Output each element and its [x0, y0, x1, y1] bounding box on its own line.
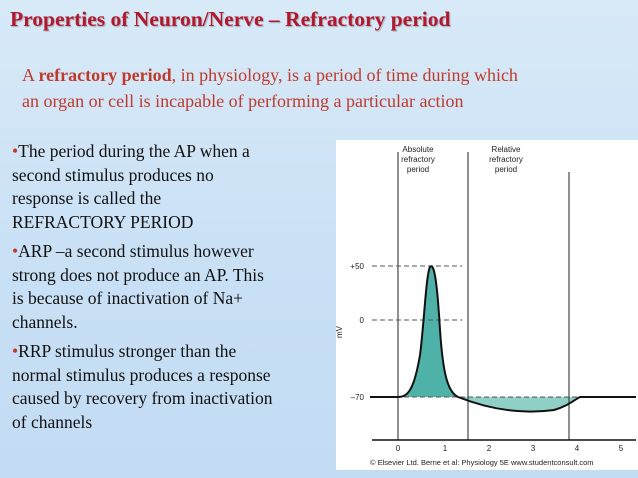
definition-prefix: A [22, 65, 39, 85]
absolute-label-line: Absolute [402, 145, 434, 154]
bullet-line: REFRACTORY PERIOD [12, 211, 194, 232]
bullet-marker: • [12, 141, 19, 161]
bullet-marker: • [12, 241, 19, 261]
x-tick-label: 2 [487, 444, 492, 453]
y-axis-label: mV [336, 325, 344, 338]
relative-label-line: period [495, 165, 517, 174]
relative-label-line: Relative [492, 145, 521, 154]
y-tick-label: +50 [350, 262, 364, 271]
definition-text: A refractory period, in physiology, is a… [22, 62, 634, 114]
bullet-line: second stimulus produces no [12, 164, 214, 185]
bullet-line: strong does not produce an AP. This [12, 264, 264, 285]
absolute-label-line: period [407, 165, 429, 174]
bullet-line: response is called the [12, 188, 162, 208]
bullet-marker: • [12, 341, 19, 361]
slide-title: Properties of Neuron/Nerve – Refractory … [10, 7, 451, 31]
bullet-line: RRP stimulus stronger than the [18, 341, 237, 361]
bullet-item: •ARP –a second stimulus however strong d… [12, 240, 342, 334]
action-potential-trace [370, 265, 636, 413]
x-tick-label: 0 [396, 444, 401, 453]
y-tick-label: 0 [360, 316, 365, 325]
bullet-item: •The period during the AP when a second … [12, 140, 342, 234]
bullet-line: channels. [12, 311, 78, 332]
hyperpolarization-fill [458, 397, 580, 412]
action-potential-diagram: Absolute refractory period Relative refr… [336, 145, 636, 467]
definition-term: refractory period [38, 65, 172, 85]
bullet-line: ARP –a second stimulus however [18, 241, 254, 261]
bullet-list: •The period during the AP when a second … [12, 140, 342, 440]
definition-line1-rest: , in physiology, is a period of time dur… [171, 65, 518, 85]
bullet-line: The period during the AP when a [18, 141, 250, 161]
relative-label-line: refractory [489, 155, 523, 164]
bullet-item: •RRP stimulus stronger than the normal s… [12, 340, 342, 434]
definition-line2: an organ or cell is incapable of perform… [22, 91, 464, 111]
absolute-label-line: refractory [401, 155, 435, 164]
bullet-line: is because of inactivation of Na+ [12, 288, 243, 308]
y-tick-label: –70 [351, 393, 365, 402]
bullet-line: of channels [12, 411, 93, 432]
action-potential-figure: Absolute refractory period Relative refr… [336, 140, 638, 470]
x-tick-label: 3 [531, 444, 536, 453]
bullet-line: normal stimulus produces a response [12, 364, 271, 385]
copyright-note: © Elsevier Ltd. Berne et al: Physiology … [370, 458, 594, 467]
x-tick-label: 4 [575, 444, 580, 453]
bullet-line: caused by recovery from inactivation [12, 388, 273, 408]
x-tick-label: 1 [443, 444, 448, 453]
x-tick-label: 5 [619, 444, 624, 453]
action-potential-fill [398, 266, 458, 397]
